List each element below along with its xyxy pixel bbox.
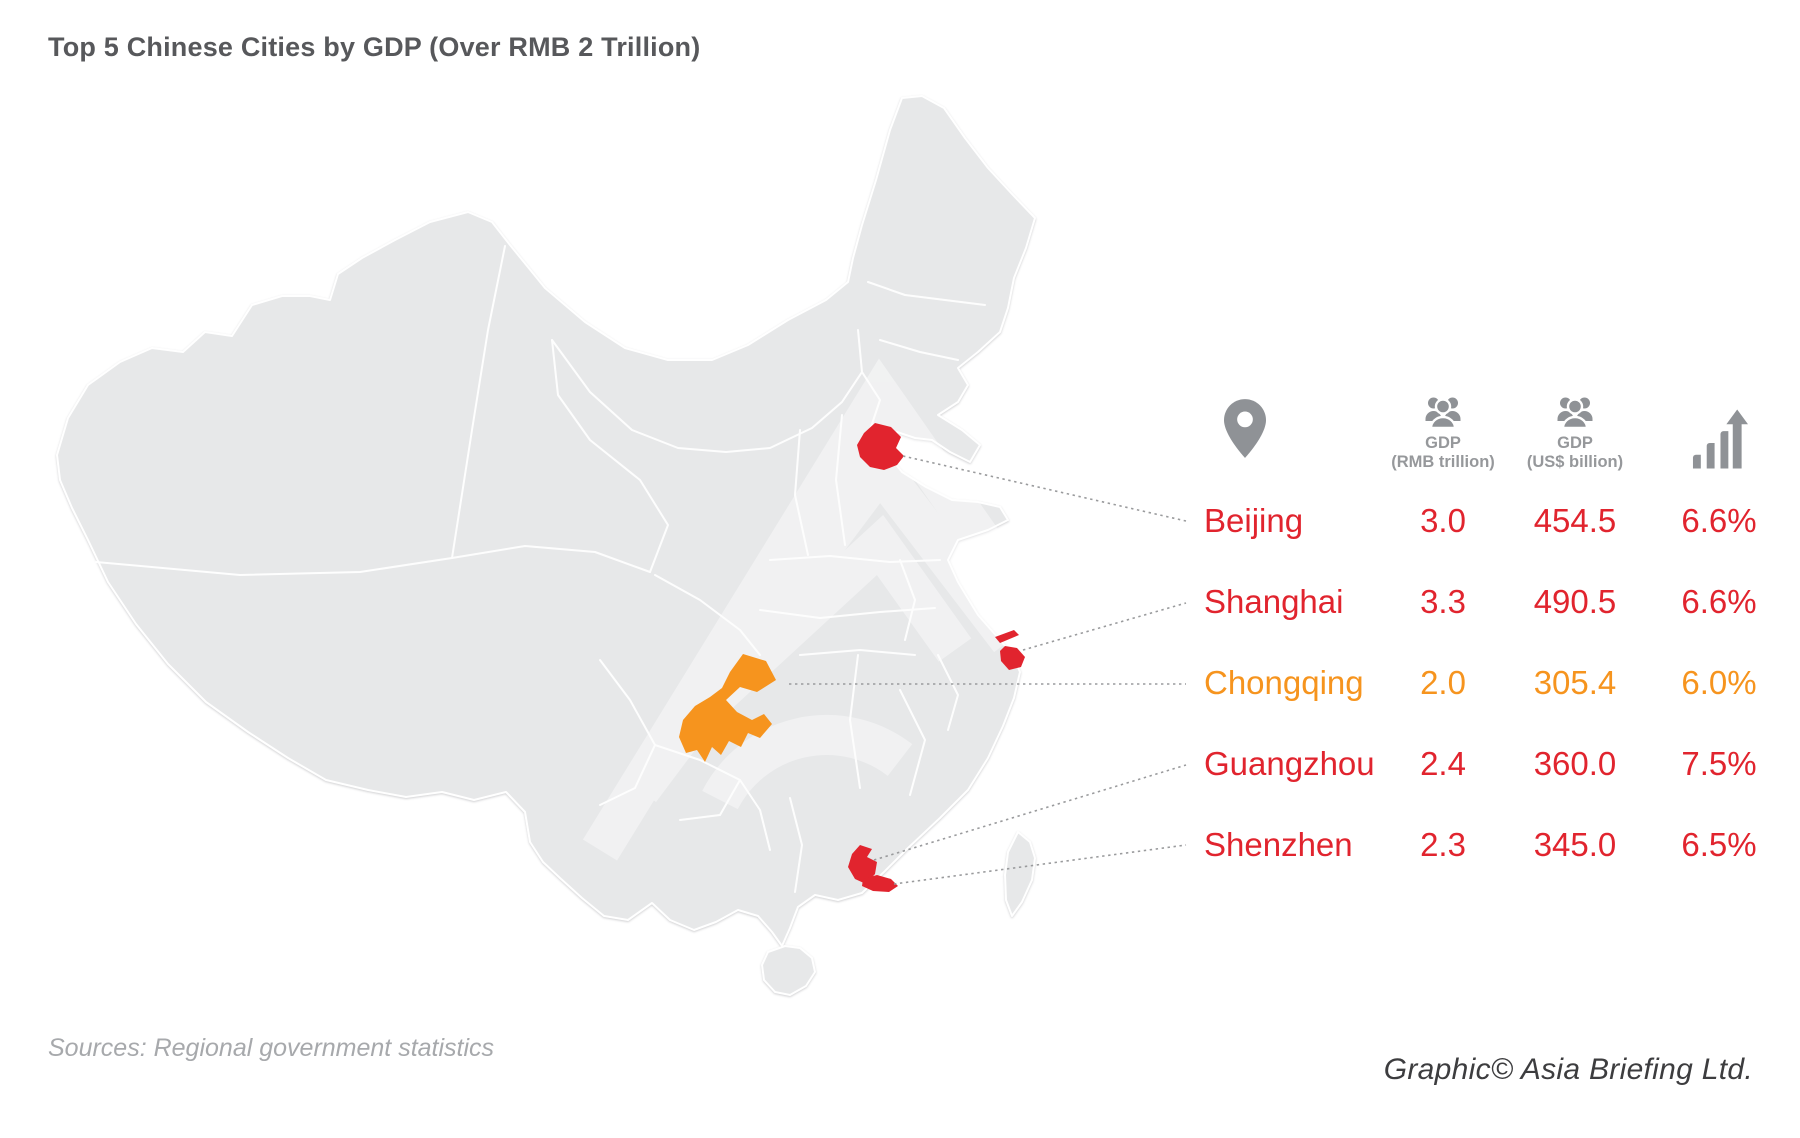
city-name: Guangzhou	[1204, 744, 1375, 782]
column-header-gdp-rmb: GDP (RMB trillion)	[1391, 434, 1495, 472]
leader-line-shanghai	[1022, 602, 1187, 651]
growth-value: 6.5%	[1681, 825, 1757, 863]
growth-value: 6.0%	[1681, 663, 1757, 701]
leader-lines	[789, 455, 1187, 885]
hainan-island-shape	[761, 945, 816, 996]
column-header-gdp-usd: GDP (US$ billion)	[1526, 434, 1624, 472]
leader-line-shenzhen	[893, 844, 1187, 885]
growth-value: 6.6%	[1681, 582, 1757, 620]
gdp-rmb-value: 2.3	[1420, 825, 1466, 863]
growth-value: 7.5%	[1681, 744, 1757, 782]
copyright-credit: Graphic© Asia Briefing Ltd.	[1383, 1053, 1753, 1086]
table-row: Beijing 3.0 454.5 6.6%	[1185, 480, 1797, 561]
table-row: Shanghai 3.3 490.5 6.6%	[1185, 561, 1797, 642]
city-name: Chongqing	[1204, 663, 1364, 701]
people-group-icon	[1557, 397, 1593, 430]
table-header: GDP (RMB trillion) GDP	[1185, 378, 1797, 474]
table-body: Beijing 3.0 454.5 6.6% Shanghai 3.3 490.…	[1185, 480, 1797, 885]
map-region-shenzhen	[862, 875, 898, 892]
gdp-usd-value: 490.5	[1533, 582, 1617, 620]
leader-line-guangzhou	[873, 764, 1187, 861]
leader-line-beijing	[902, 455, 1187, 522]
gdp-usd-value: 360.0	[1533, 744, 1617, 782]
map-region-shanghai-island	[995, 630, 1019, 643]
gdp-usd-value: 305.4	[1533, 663, 1617, 701]
sources-note: Sources: Regional government statistics	[48, 1034, 495, 1062]
table-row: Guangzhou 2.4 360.0 7.5%	[1185, 723, 1797, 804]
map-region-beijing	[857, 423, 904, 470]
growth-value: 6.6%	[1681, 501, 1757, 539]
table-row: Shenzhen 2.3 345.0 6.5%	[1185, 804, 1797, 885]
gdp-table: GDP (RMB trillion) GDP	[1185, 378, 1797, 885]
city-name: Shenzhen	[1204, 825, 1353, 863]
map-region-guangzhou	[848, 845, 877, 884]
location-pin-icon	[1224, 399, 1266, 458]
gdp-rmb-value: 2.0	[1420, 663, 1466, 701]
map-region-chongqing	[679, 654, 776, 762]
gdp-rmb-value: 3.0	[1420, 501, 1466, 539]
mainland-china-shape	[56, 95, 1036, 947]
province-borders	[95, 245, 986, 893]
gdp-usd-value: 454.5	[1533, 501, 1617, 539]
city-name: Beijing	[1204, 501, 1304, 539]
gdp-usd-value: 345.0	[1533, 825, 1617, 863]
city-name: Shanghai	[1204, 582, 1344, 620]
page-title: Top 5 Chinese Cities by GDP (Over RMB 2 …	[48, 32, 701, 62]
people-group-icon	[1425, 397, 1461, 430]
gdp-rmb-value: 2.4	[1420, 744, 1466, 782]
gdp-rmb-value: 3.3	[1420, 582, 1466, 620]
table-row: Chongqing 2.0 305.4 6.0%	[1185, 642, 1797, 723]
growth-bars-arrow-icon	[1692, 409, 1748, 469]
taiwan-island-shape	[1004, 831, 1036, 917]
map-region-shanghai	[1000, 646, 1025, 670]
